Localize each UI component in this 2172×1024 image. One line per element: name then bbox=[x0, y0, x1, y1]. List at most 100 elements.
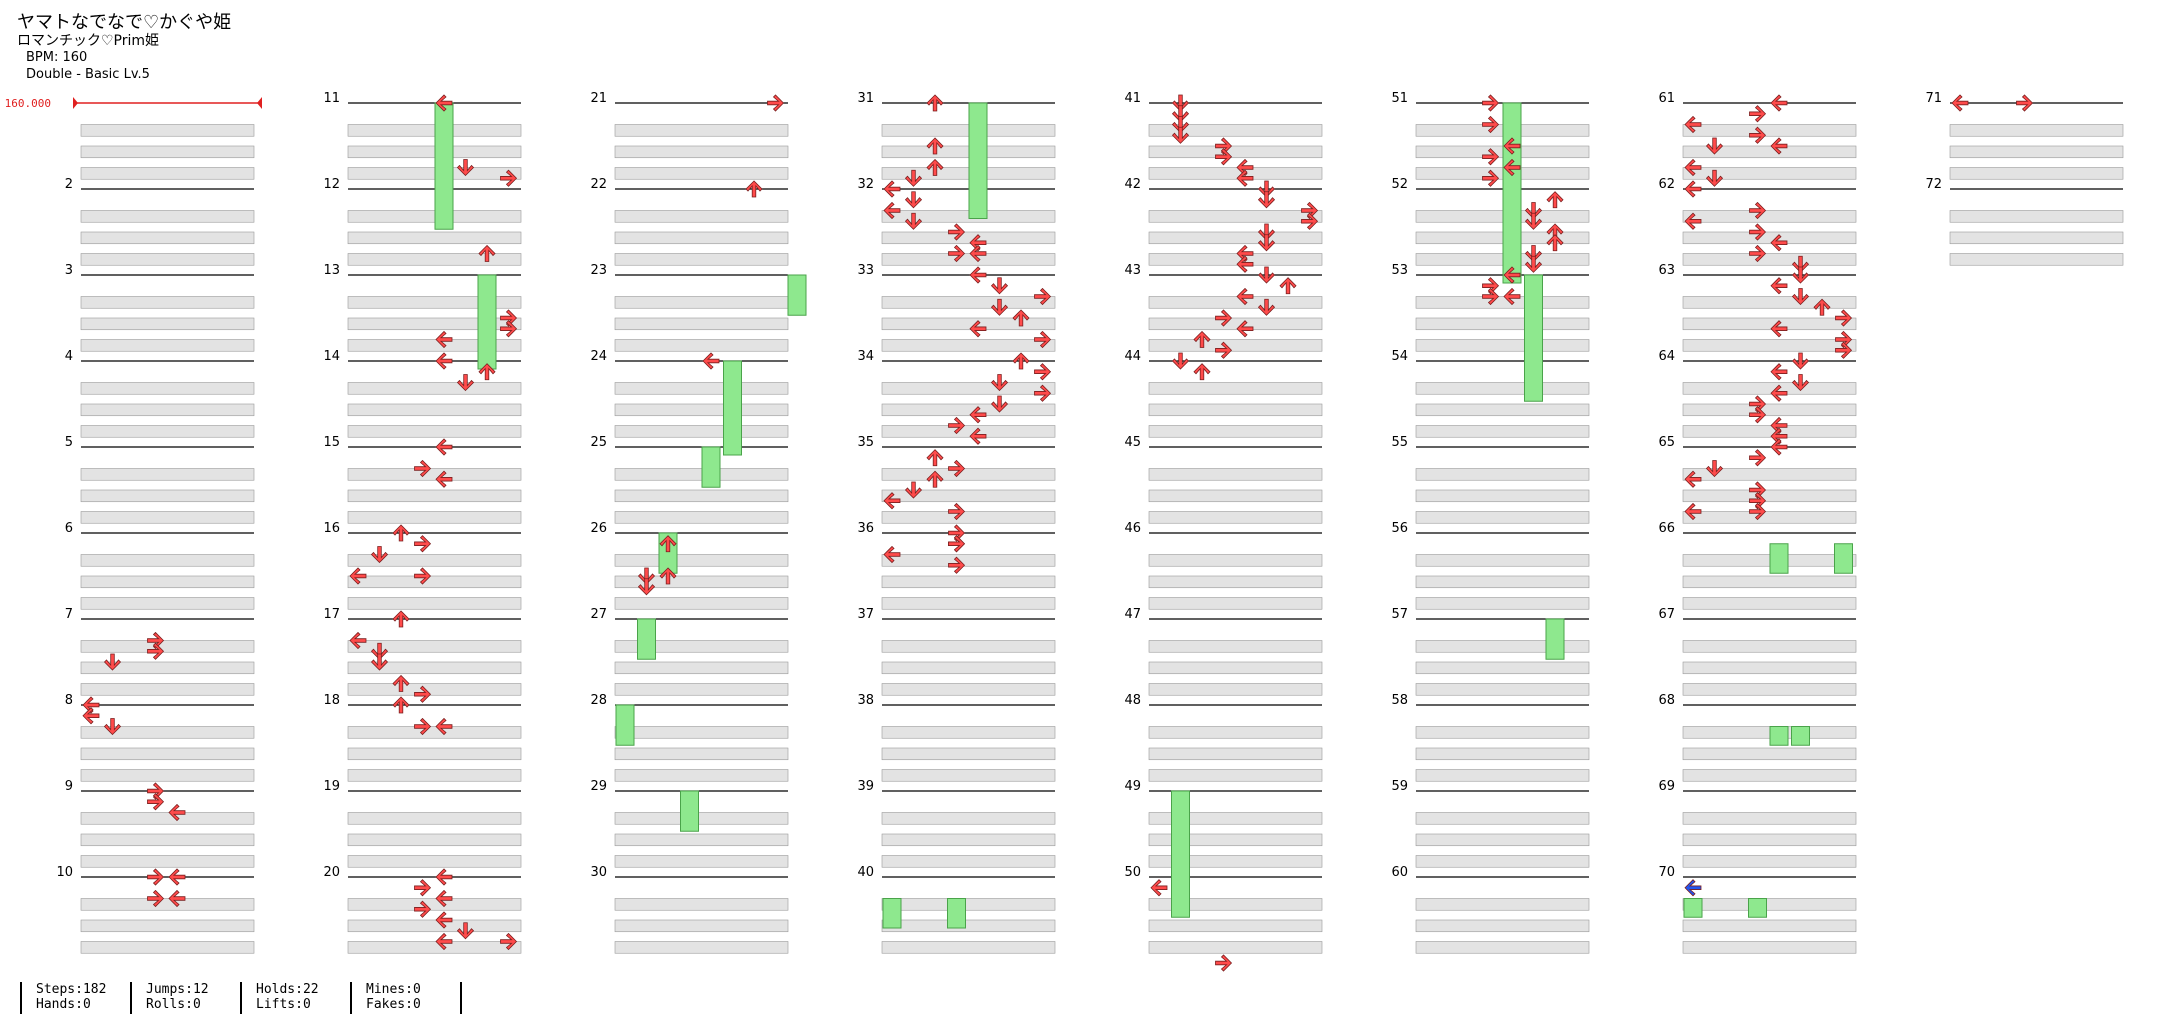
beat-band bbox=[80, 683, 255, 696]
right-arrow-icon bbox=[414, 717, 432, 736]
left-arrow-icon bbox=[1770, 363, 1788, 381]
left-arrow-icon-shape bbox=[1503, 266, 1521, 284]
right-arrow-icon bbox=[500, 320, 518, 338]
beat-band bbox=[347, 231, 522, 245]
left-arrow-icon-shape bbox=[1236, 169, 1254, 187]
down-arrow-icon bbox=[1524, 245, 1543, 263]
left-arrow-icon-shape bbox=[1770, 234, 1788, 252]
beat-band bbox=[1415, 833, 1590, 847]
down-arrow-icon-shape bbox=[990, 298, 1009, 316]
down-arrow-icon bbox=[1257, 223, 1276, 241]
beat-band bbox=[1415, 489, 1590, 503]
beat-band bbox=[347, 253, 522, 266]
down-arrow-icon-shape bbox=[990, 395, 1009, 413]
beat-band bbox=[80, 210, 255, 223]
right-arrow-icon bbox=[1482, 169, 1500, 187]
beat-band bbox=[347, 296, 522, 309]
jumps-count: Jumps:12 bbox=[146, 982, 209, 997]
up-arrow-icon bbox=[926, 158, 944, 176]
measure-number: 71 bbox=[1925, 91, 1942, 106]
left-arrow-icon-shape bbox=[435, 911, 453, 929]
beat-band bbox=[614, 833, 789, 847]
measure-number: 62 bbox=[1658, 177, 1675, 192]
left-arrow-icon bbox=[1150, 879, 1168, 897]
right-arrow-icon-shape bbox=[500, 169, 518, 187]
left-arrow-icon bbox=[1684, 470, 1702, 488]
measure-number: 10 bbox=[56, 865, 73, 880]
hold-bar bbox=[1171, 790, 1190, 918]
left-arrow-icon-shape bbox=[82, 707, 100, 725]
measure-number: 38 bbox=[857, 693, 874, 708]
beat-band bbox=[614, 597, 789, 610]
right-arrow-icon-shape bbox=[1034, 363, 1052, 381]
beat-band bbox=[347, 317, 522, 331]
stats-panel: Steps:182 Hands:0 Jumps:12 Rolls:0 Holds… bbox=[20, 982, 462, 1018]
beat-band bbox=[1415, 661, 1590, 675]
stat-column-3: Holds:22 Lifts:0 bbox=[240, 982, 350, 1014]
right-arrow-icon-shape bbox=[948, 223, 966, 241]
measure-number: 14 bbox=[323, 349, 340, 364]
right-arrow-icon bbox=[1749, 105, 1767, 123]
right-arrow-icon-shape bbox=[500, 320, 518, 338]
beat-band bbox=[1148, 253, 1323, 266]
left-arrow-icon-shape bbox=[1770, 427, 1788, 445]
measure-number: 63 bbox=[1658, 263, 1675, 278]
left-arrow-icon bbox=[435, 932, 453, 951]
down-arrow-icon bbox=[456, 374, 475, 392]
beat-band bbox=[881, 253, 1056, 266]
beat-band bbox=[80, 403, 255, 417]
down-arrow-icon-shape bbox=[1791, 352, 1810, 370]
down-arrow-icon-shape bbox=[1705, 460, 1724, 478]
down-arrow-icon bbox=[904, 191, 923, 209]
measure-number: 68 bbox=[1658, 693, 1675, 708]
up-arrow-icon bbox=[1193, 363, 1211, 381]
measure-number: 49 bbox=[1124, 779, 1141, 794]
down-arrow-icon-shape bbox=[990, 277, 1009, 295]
left-arrow-icon-shape bbox=[1684, 115, 1702, 134]
left-arrow-icon-shape bbox=[969, 406, 987, 424]
beat-band bbox=[1682, 167, 1857, 180]
beat-band bbox=[1148, 403, 1323, 417]
beat-band bbox=[1415, 683, 1590, 696]
right-arrow-icon bbox=[1215, 954, 1233, 972]
down-arrow-icon-shape bbox=[370, 546, 389, 564]
left-arrow-icon bbox=[883, 545, 901, 564]
right-arrow-icon bbox=[147, 868, 165, 886]
right-arrow-icon bbox=[1749, 126, 1767, 144]
beat-band bbox=[881, 661, 1056, 675]
down-arrow-icon-shape bbox=[1257, 191, 1276, 209]
right-arrow-icon-shape bbox=[414, 879, 432, 897]
beat-band bbox=[1148, 661, 1323, 675]
beat-band bbox=[80, 253, 255, 266]
right-arrow-icon-shape bbox=[1749, 449, 1767, 467]
down-arrow-icon bbox=[990, 277, 1009, 295]
right-arrow-icon bbox=[948, 535, 966, 553]
left-arrow-icon bbox=[1236, 158, 1254, 177]
left-arrow-icon-shape bbox=[82, 696, 100, 714]
left-arrow-icon-shape bbox=[969, 244, 987, 263]
up-arrow-icon bbox=[926, 94, 944, 112]
down-arrow-icon-shape bbox=[456, 159, 475, 177]
down-arrow-icon-shape bbox=[1524, 245, 1543, 263]
right-arrow-icon-shape bbox=[1215, 954, 1233, 972]
beat-band bbox=[1415, 511, 1590, 524]
measure-number: 12 bbox=[323, 177, 340, 192]
left-arrow-icon bbox=[1770, 438, 1788, 456]
beat-band bbox=[614, 726, 789, 739]
down-arrow-icon bbox=[1257, 266, 1276, 284]
beat-band bbox=[881, 812, 1056, 825]
left-arrow-icon bbox=[1684, 180, 1702, 198]
beat-band bbox=[80, 339, 255, 352]
beat-band bbox=[1148, 769, 1323, 782]
measure-number: 25 bbox=[590, 435, 607, 450]
beat-band bbox=[1415, 941, 1590, 954]
right-arrow-icon-shape bbox=[948, 416, 966, 435]
beat-band bbox=[80, 812, 255, 825]
beat-band bbox=[1415, 726, 1590, 739]
measure-number: 23 bbox=[590, 263, 607, 278]
beat-band bbox=[347, 683, 522, 696]
beat-band bbox=[1415, 575, 1590, 589]
hold-bar bbox=[1524, 274, 1543, 402]
right-arrow-icon-shape bbox=[147, 889, 165, 908]
left-arrow-icon bbox=[1684, 212, 1702, 230]
